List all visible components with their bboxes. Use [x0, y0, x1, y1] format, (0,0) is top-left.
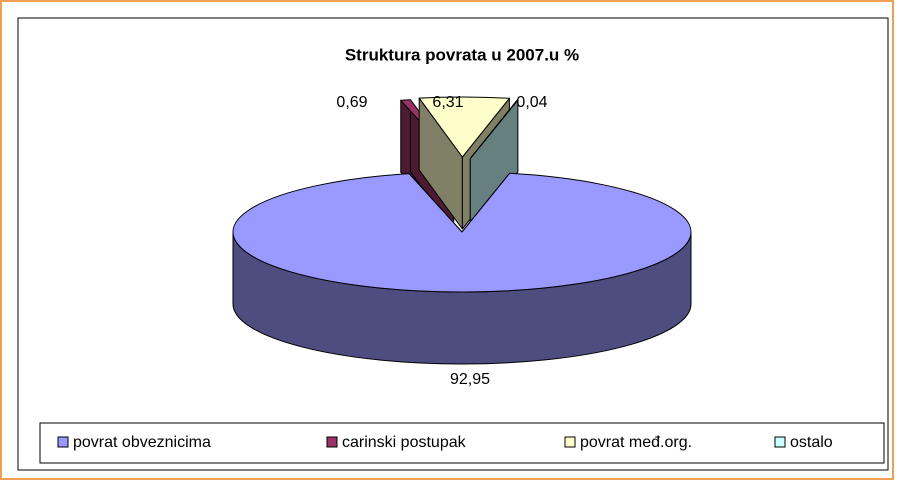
legend [39, 422, 885, 464]
data-label: 92,95 [450, 371, 490, 388]
legend-swatch [57, 436, 69, 448]
data-label: 6,31 [432, 94, 463, 111]
slice [418, 96, 510, 158]
slice [232, 172, 692, 293]
slice [469, 99, 519, 160]
data-label: 0,69 [336, 94, 367, 111]
legend-label: carinski postupak [342, 434, 467, 451]
data-label: 0,04 [516, 94, 547, 111]
chart-title: Struktura povrata u 2007.u % [345, 45, 579, 64]
legend-swatch [564, 436, 576, 448]
legend-label: ostalo [790, 434, 833, 451]
legend-swatch [774, 436, 786, 448]
legend-label: povrat obveznicima [73, 434, 211, 451]
legend-swatch [326, 436, 338, 448]
legend-label: povrat međ.org. [580, 434, 692, 451]
